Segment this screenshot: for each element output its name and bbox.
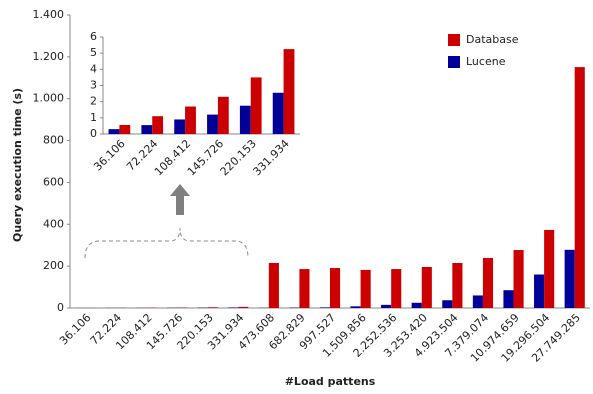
bar bbox=[250, 77, 262, 134]
bar bbox=[472, 295, 483, 308]
arrow bbox=[170, 184, 190, 215]
y-tick-label: 2 bbox=[90, 95, 97, 108]
bar bbox=[268, 263, 279, 308]
bar bbox=[207, 114, 218, 134]
y-tick-label: 0 bbox=[90, 127, 97, 140]
bar bbox=[108, 129, 120, 134]
x-tick-label: 331.934 bbox=[250, 137, 291, 178]
y-tick-label: 5 bbox=[90, 46, 97, 59]
bar bbox=[174, 119, 186, 134]
bar bbox=[442, 300, 453, 308]
bar bbox=[141, 125, 153, 134]
y-tick-label: 400 bbox=[43, 217, 64, 230]
legend-swatch bbox=[448, 56, 460, 68]
bar bbox=[391, 269, 402, 308]
y-tick-label: 200 bbox=[43, 259, 64, 272]
y-tick-label: 0 bbox=[57, 301, 64, 314]
y-tick-label: 1 bbox=[90, 111, 97, 124]
bar bbox=[360, 269, 371, 308]
bar bbox=[319, 307, 330, 308]
bar bbox=[217, 96, 229, 134]
y-tick-label: 1.400 bbox=[33, 8, 65, 21]
bar bbox=[283, 49, 295, 134]
bar bbox=[299, 269, 310, 308]
bar bbox=[185, 106, 196, 134]
y-tick-label: 600 bbox=[43, 175, 64, 188]
bar bbox=[544, 229, 555, 308]
bar bbox=[381, 304, 392, 308]
bar bbox=[239, 105, 251, 134]
bar bbox=[350, 306, 361, 308]
bar bbox=[152, 116, 164, 134]
bar bbox=[482, 257, 494, 308]
y-tick-label: 1.000 bbox=[33, 92, 65, 105]
y-tick-label: 6 bbox=[90, 30, 97, 43]
y-tick-label: 3 bbox=[90, 79, 97, 92]
bar bbox=[207, 307, 218, 308]
x-tick-label: 36.106 bbox=[57, 311, 93, 347]
bar bbox=[411, 302, 422, 308]
bar bbox=[272, 92, 284, 134]
y-tick-label: 4 bbox=[90, 62, 97, 75]
bar bbox=[564, 249, 575, 308]
bar bbox=[330, 268, 341, 308]
bar bbox=[534, 274, 545, 308]
bar bbox=[574, 67, 585, 308]
legend-swatch bbox=[448, 34, 460, 46]
y-tick-label: 1.200 bbox=[33, 50, 65, 63]
bar bbox=[452, 263, 463, 308]
y-axis-label: Query execution time (s) bbox=[11, 88, 24, 242]
legend-label: Lucene bbox=[466, 55, 506, 68]
legend-label: Database bbox=[466, 33, 519, 46]
y-tick-label: 800 bbox=[43, 134, 64, 147]
bar bbox=[228, 307, 239, 308]
bar bbox=[503, 290, 514, 308]
bar bbox=[119, 124, 131, 134]
bar bbox=[421, 266, 432, 308]
bar bbox=[238, 306, 249, 308]
bar bbox=[513, 250, 524, 308]
x-tick-label: 36.106 bbox=[91, 137, 127, 173]
x-axis-label: #Load pattens bbox=[285, 375, 376, 388]
bracket bbox=[84, 227, 249, 259]
